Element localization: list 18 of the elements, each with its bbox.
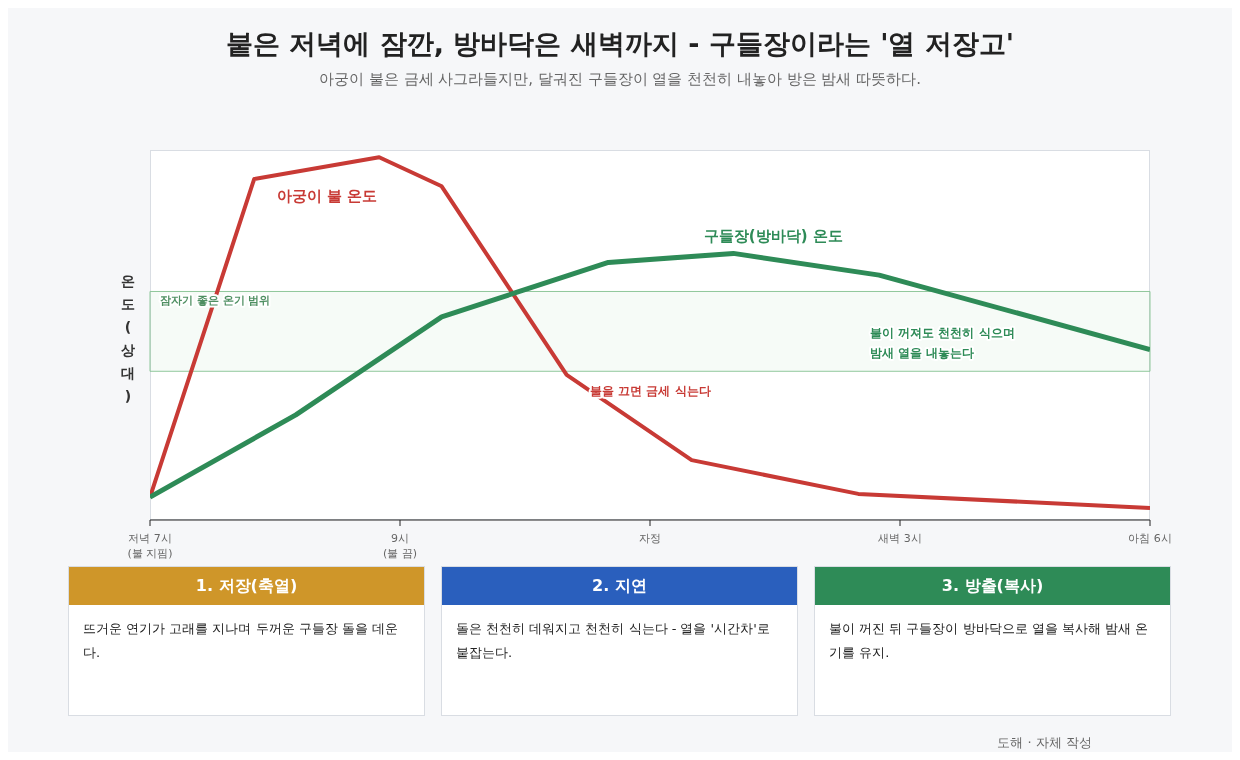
text: 돌은 천천히 데워지고 천천히 식는다 - 열을 '시간차'로 붙잡는다. (455, 620, 771, 662)
x-tick-label: 저녁 7시 (불 지핌) (127, 532, 173, 560)
chart-title: 붙은 저녁에 잠깐, 방바닥은 새벽까지 - 구들장이라는 '열 저장고' (224, 27, 1016, 61)
x-tick-label: 새벽 3시 (878, 532, 922, 545)
chart-subtitle: 아궁이 불은 금세 사그라들지만, 달궈진 구들장이 열을 천천히 내놓아 방은 밤새 따뜻하다. (318, 70, 922, 89)
x-tick-label: 9시 (불 끔) (382, 532, 418, 560)
annotation: 불이 꺼져도 천천히 식으며 밤새 열을 내놓는다 (870, 326, 1015, 361)
text: 1. 저장(축열) (69, 567, 424, 605)
x-tick-label: 자정 (639, 532, 661, 545)
series-label: 구들장(방바닥) 온도 (703, 227, 843, 246)
series-label: 아궁이 불 온도 (276, 187, 378, 206)
text: 도해 · 자체 작성 (997, 734, 1092, 752)
text: 3. 방출(복사) (815, 567, 1170, 605)
text: 뜨거운 연기가 고래를 지나며 두꺼운 구들장 돌을 데운다. (82, 620, 399, 662)
y-axis-title: 온도 (상대) (120, 272, 136, 406)
text: 2. 지연 (442, 567, 797, 605)
x-tick-label: 아침 6시 (1128, 532, 1172, 545)
text: 불이 꺼진 뒤 구들장이 방바닥으로 열을 복사해 밤새 온기를 유지. (828, 620, 1150, 662)
